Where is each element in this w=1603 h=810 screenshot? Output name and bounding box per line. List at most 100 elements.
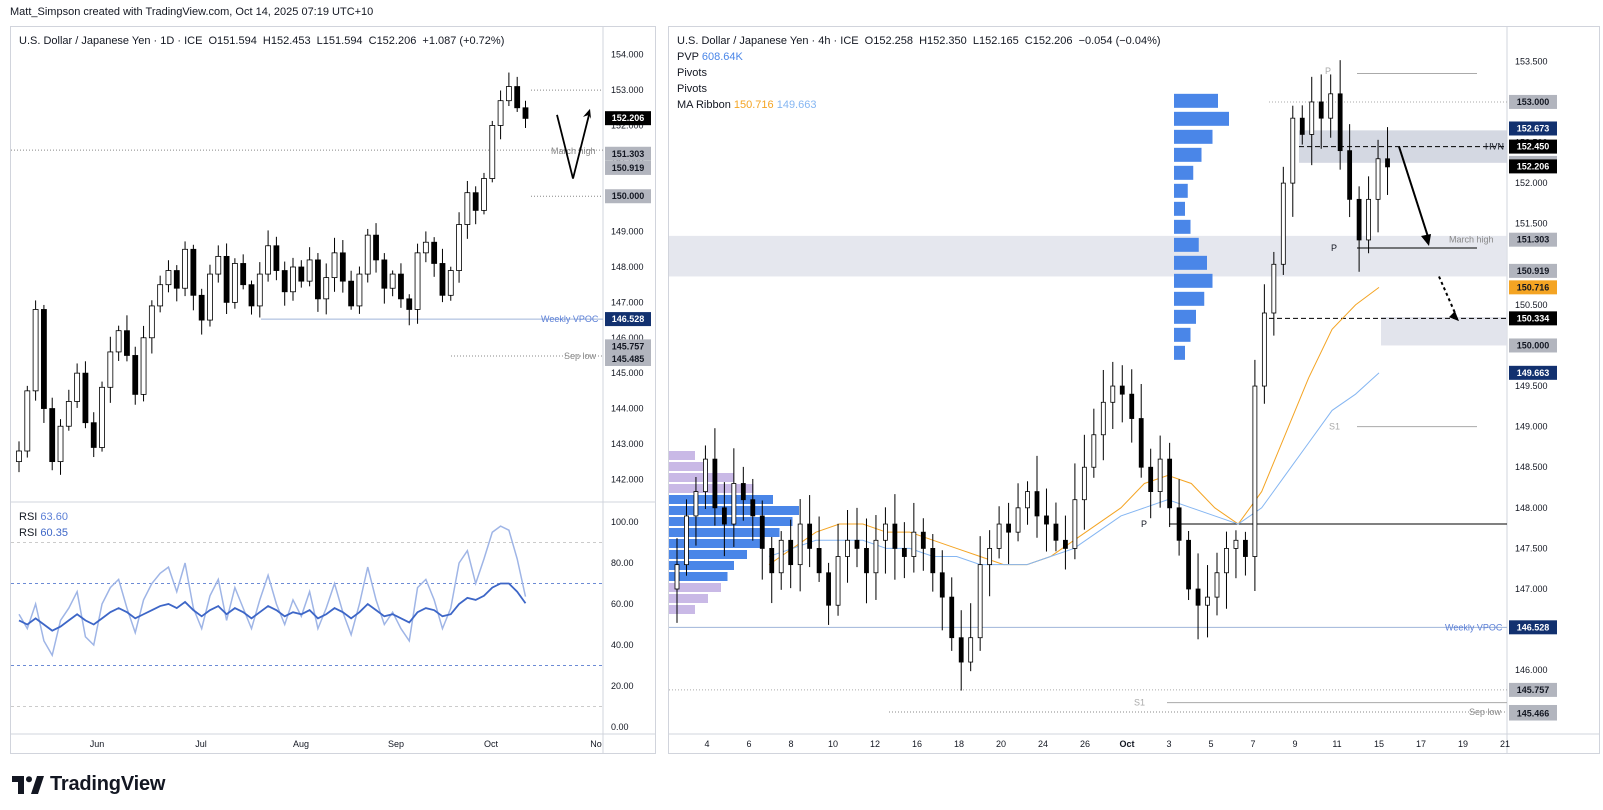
h4-candle-body	[854, 539, 860, 549]
daily-candle-body	[82, 372, 89, 424]
h4-volume-profile-bar	[669, 473, 734, 482]
daily-candle-body	[514, 86, 521, 109]
daily-legend-close: C152.206	[368, 35, 417, 47]
h4-chart-canvas[interactable]: 153.500152.500152.000151.500150.500150.0…	[669, 27, 1599, 753]
h4-y-tick: 151.500	[1515, 219, 1548, 229]
daily-price-label-bg	[605, 146, 651, 161]
h4-candle-body	[1261, 312, 1267, 387]
daily-price-label-bg	[605, 111, 651, 126]
daily-weekly-vpoc-label: Weekly VPOC	[541, 314, 599, 324]
h4-candle-body	[759, 515, 765, 549]
daily-price-label: 150.000	[612, 191, 645, 201]
daily-candle-body	[132, 355, 139, 395]
daily-candle-body	[356, 273, 363, 307]
h4-candle-body	[1025, 491, 1030, 509]
h4-chart-panel[interactable]: 153.500152.500152.000151.500150.500150.0…	[668, 26, 1600, 754]
h4-price-label: 145.757	[1517, 685, 1550, 695]
h4-volume-profile-bar	[669, 605, 695, 614]
rsi-legend: RSI 63.60 RSI 60.35	[19, 509, 68, 541]
h4-candle-body	[949, 596, 955, 639]
daily-candle-body	[472, 192, 479, 211]
daily-chart-canvas[interactable]: 154.000 153.000 152.000 151.000 150.000 149.0…	[11, 27, 655, 753]
daily-candle-body	[140, 337, 147, 395]
daily-y-tick: 149.000	[611, 227, 644, 237]
h4-legend-change: −0.054 (−0.04%)	[1078, 35, 1161, 47]
rsi-value-1: 63.60	[40, 511, 68, 523]
h4-legend-low: L152.165	[972, 35, 1019, 47]
h4-x-tick: 5	[1208, 739, 1213, 749]
h4-volume-profile-bar	[669, 462, 708, 471]
h4-candle-body	[1328, 93, 1334, 119]
h4-x-tick: 19	[1458, 739, 1468, 749]
h4-price-label: 150.716	[1517, 282, 1550, 292]
daily-candle-body	[148, 305, 155, 339]
daily-candle-body	[165, 270, 172, 286]
h4-price-label: 150.000	[1517, 340, 1550, 350]
h4-candle-body	[1129, 393, 1135, 419]
daily-sep-low-label: Sep low	[564, 351, 597, 361]
daily-candle-body	[248, 284, 255, 307]
rsi-y-tick: 60.00	[611, 599, 634, 609]
daily-x-tick: No	[590, 739, 602, 749]
h4-candle-body	[1167, 458, 1173, 509]
h4-volume-profile-bar	[1174, 183, 1188, 198]
h4-price-label-bg	[1509, 263, 1557, 278]
daily-price-label: 145.757	[612, 341, 645, 351]
daily-candle-body	[348, 280, 355, 307]
h4-bearish-arrow	[1398, 146, 1430, 241]
h4-candle-body	[797, 523, 803, 566]
h4-candle-body	[750, 499, 756, 517]
daily-x-tick: Jul	[195, 739, 207, 749]
daily-candle-body	[489, 125, 496, 179]
h4-candle-body	[1091, 434, 1097, 468]
h4-y-tick: 146.000	[1515, 665, 1548, 675]
daily-price-label-bg	[605, 312, 651, 327]
h4-dotted-arrowhead	[1449, 311, 1459, 322]
h4-candle-body	[807, 523, 813, 549]
h4-candle-body	[1347, 150, 1353, 200]
h4-price-label: 149.663	[1517, 368, 1550, 378]
h4-x-tick: 12	[870, 739, 880, 749]
rsi-y-tick: 100.00	[611, 517, 639, 527]
h4-price-label: 152.450	[1517, 142, 1550, 152]
daily-candle-body	[124, 330, 130, 356]
daily-candle-body	[439, 263, 446, 296]
rsi-slow-line	[18, 582, 527, 632]
h4-y-tick: 149.500	[1515, 381, 1548, 391]
h4-candle-body	[873, 539, 879, 574]
h4-candle-body	[1015, 507, 1021, 533]
daily-candle-body	[481, 178, 487, 211]
tradingview-logo[interactable]: TradingView	[12, 773, 165, 796]
daily-candle-body	[190, 248, 197, 296]
h4-candle-body	[1280, 182, 1286, 265]
h4-candle-body	[1186, 539, 1191, 590]
daily-candle-body	[223, 255, 230, 303]
h4-candle-body	[1110, 385, 1116, 403]
h4-x-tick: 10	[828, 739, 838, 749]
daily-chart-panel[interactable]: 154.000 153.000 152.000 151.000 150.000 149.0…	[10, 26, 656, 754]
daily-candle-body	[207, 273, 213, 321]
daily-price-label: 152.206	[612, 113, 645, 123]
daily-candle-body	[497, 100, 504, 126]
h4-price-label-bg	[1509, 94, 1557, 109]
h4-candle-body	[845, 539, 850, 557]
h4-candle-body	[1224, 548, 1229, 574]
daily-price-label: 146.528	[612, 314, 645, 324]
h4-candle-body	[684, 515, 689, 566]
daily-candle-body	[431, 241, 438, 264]
h4-price-label-bg	[1509, 706, 1557, 721]
h4-candle-body	[1138, 418, 1144, 468]
h4-candle-body	[1053, 523, 1059, 541]
h4-candle-body	[778, 539, 784, 574]
h4-candle-body	[721, 507, 727, 525]
daily-candle-body	[74, 372, 81, 402]
ma-ribbon-label: MA Ribbon	[677, 99, 731, 111]
h4-candle-body	[835, 556, 841, 606]
h4-x-tick: 3	[1166, 739, 1171, 749]
h4-candle-body	[901, 548, 907, 557]
h4-candle-body	[1044, 515, 1049, 525]
daily-candle-body	[215, 255, 222, 275]
daily-y-tick: 146.000	[611, 333, 644, 343]
h4-candle-body	[1100, 401, 1106, 436]
h4-price-label: 152.673	[1517, 123, 1550, 133]
